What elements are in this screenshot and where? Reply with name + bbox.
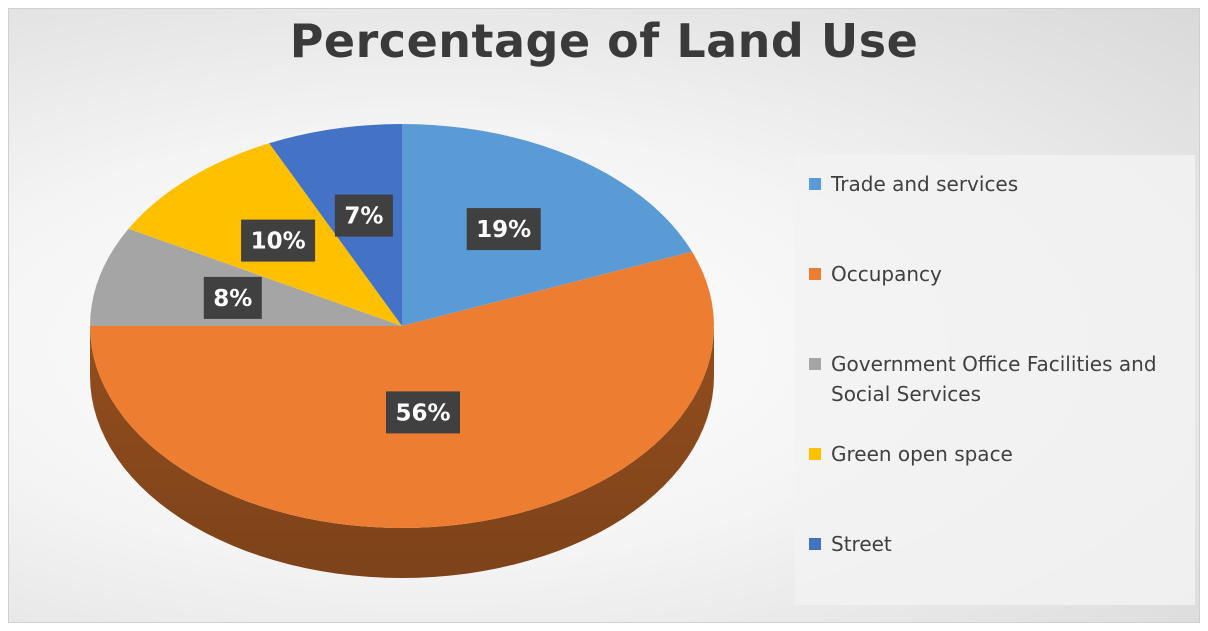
legend-item-street: Street: [809, 529, 1189, 559]
data-label-text: 10%: [251, 229, 306, 255]
pie-slice-1: [90, 251, 714, 528]
chart-title: Percentage of Land Use: [289, 14, 919, 68]
data-label-text: 56%: [395, 400, 450, 426]
legend-item-trade: Trade and services: [809, 169, 1189, 199]
data-label-text: 8%: [213, 286, 252, 312]
data-label-1: 56%: [386, 391, 460, 434]
legend-label: Trade and services: [831, 172, 1019, 196]
legend: Trade and services Occupancy Government …: [795, 155, 1195, 605]
legend-label: Government Office Facilities and Social …: [831, 352, 1157, 406]
legend-label: Green open space: [831, 442, 1013, 466]
legend-swatch: [809, 178, 821, 190]
legend-swatch: [809, 448, 821, 460]
data-label-box: [203, 276, 262, 319]
data-label-0: 19%: [466, 208, 541, 251]
data-label-box: [334, 194, 393, 237]
legend-label: Street: [831, 532, 892, 556]
data-label-2: 8%: [203, 276, 262, 319]
data-label-text: 7%: [344, 204, 383, 230]
pie-slice-0: [402, 124, 693, 326]
data-label-text: 19%: [476, 217, 531, 243]
data-label-box: [241, 219, 316, 262]
legend-label: Occupancy: [831, 262, 942, 286]
legend-item-green-space: Green open space: [809, 439, 1189, 469]
legend-swatch: [809, 268, 821, 280]
legend-item-occupancy: Occupancy: [809, 259, 1189, 289]
legend-swatch: [809, 358, 821, 370]
pie-slice-side-shade-1: [90, 326, 714, 578]
legend-item-government: Government Office Facilities and Social …: [809, 349, 1189, 409]
data-label-box: [386, 391, 460, 434]
data-label-3: 10%: [241, 219, 316, 262]
data-label-box: [466, 208, 541, 251]
data-label-4: 7%: [334, 194, 393, 237]
legend-swatch: [809, 538, 821, 550]
